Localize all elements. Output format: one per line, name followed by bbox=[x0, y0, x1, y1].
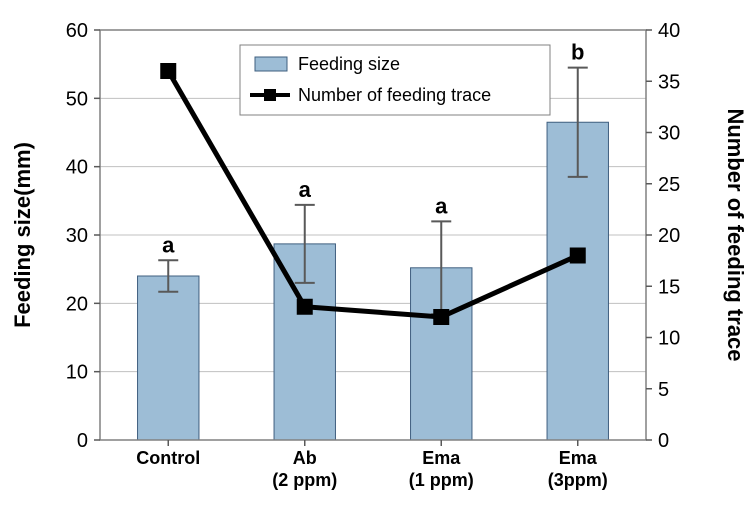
y-left-tick: 0 bbox=[77, 430, 88, 452]
line-marker bbox=[433, 309, 449, 325]
category-label: (2 ppm) bbox=[272, 470, 337, 490]
y-left-title: Feeding size(mm) bbox=[10, 142, 35, 328]
bar-annotation: a bbox=[435, 193, 448, 218]
line-marker bbox=[297, 299, 313, 315]
category-label: Ema bbox=[422, 448, 461, 468]
y-left-tick: 60 bbox=[66, 20, 88, 42]
chart-svg: a a a b 0 10 20 30 40 50 60 0 5 10 15 20 25 30 35 40 Control… bbox=[0, 0, 746, 510]
y-left-tick: 50 bbox=[66, 88, 88, 110]
y-right-tick: 15 bbox=[658, 276, 680, 298]
category-label: Ema bbox=[559, 448, 598, 468]
legend-line-label: Number of feeding trace bbox=[298, 85, 491, 105]
y-right-tick: 35 bbox=[658, 71, 680, 93]
bar bbox=[138, 276, 199, 440]
y-right-tick: 10 bbox=[658, 328, 680, 350]
bar-annotation: b bbox=[571, 40, 584, 65]
line-marker bbox=[160, 63, 176, 79]
y-right-title: Number of feeding trace bbox=[723, 108, 746, 361]
legend-bar-label: Feeding size bbox=[298, 54, 400, 74]
line-marker bbox=[570, 248, 586, 264]
bar-annotation: a bbox=[162, 232, 175, 257]
y-left-tick: 30 bbox=[66, 225, 88, 247]
y-right-tick: 20 bbox=[658, 225, 680, 247]
y-right-tick: 30 bbox=[658, 123, 680, 145]
y-left-tick: 40 bbox=[66, 157, 88, 179]
bar-annotation: a bbox=[299, 177, 312, 202]
y-right-tick: 40 bbox=[658, 20, 680, 42]
category-label: Ab bbox=[293, 448, 317, 468]
category-label: (3ppm) bbox=[548, 470, 608, 490]
y-right-tick: 5 bbox=[658, 379, 669, 401]
category-label: (1 ppm) bbox=[409, 470, 474, 490]
feeding-chart: a a a b 0 10 20 30 40 50 60 0 5 10 15 20 25 30 35 40 Control… bbox=[0, 0, 746, 510]
y-right-tick: 0 bbox=[658, 430, 669, 452]
category-label: Control bbox=[136, 448, 200, 468]
y-right-tick: 25 bbox=[658, 174, 680, 196]
y-left-tick: 20 bbox=[66, 293, 88, 315]
y-left-tick: 10 bbox=[66, 362, 88, 384]
